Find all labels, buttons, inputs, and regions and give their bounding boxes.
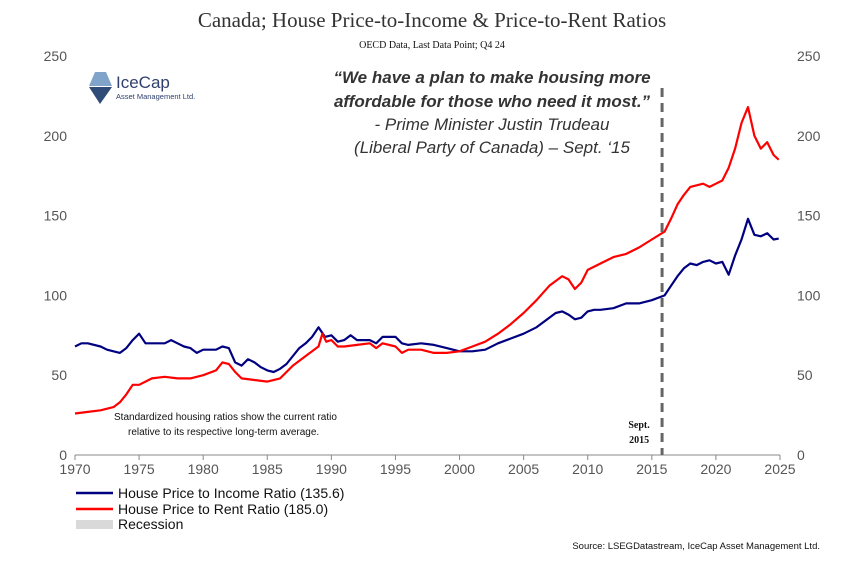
series-line-price-to-rent [74, 106, 780, 415]
y-tick-label-left: 50 [51, 367, 67, 383]
y-tick-label-left: 250 [44, 48, 68, 64]
brand-subtitle: Asset Management Ltd. [116, 92, 195, 101]
y-tick-label-left: 200 [44, 128, 68, 144]
y-tick-label-right: 150 [797, 208, 821, 224]
brand-name: IceCap [116, 73, 170, 92]
icecap-logo: IceCap Asset Management Ltd. [89, 72, 195, 104]
x-tick-label: 2005 [508, 461, 539, 477]
quote-block: “We have a plan to make housing more aff… [333, 68, 650, 157]
y-tick-label-left: 150 [44, 208, 68, 224]
y-tick-label-right: 250 [797, 48, 821, 64]
quote-line-3: - Prime Minister Justin Trudeau [375, 115, 610, 134]
marker-label-month: Sept. [628, 420, 650, 431]
x-tick-label: 1990 [316, 461, 347, 477]
series-layer [74, 106, 780, 415]
x-tick-label: 1980 [188, 461, 219, 477]
marker-layer: Sept. 2015 [628, 88, 664, 455]
legend-swatch-recession [76, 520, 113, 529]
legend-label-recession: Recession [118, 516, 183, 532]
x-tick-label: 1975 [124, 461, 155, 477]
y-tick-label-left: 100 [44, 287, 68, 303]
legend: House Price to Income Ratio (135.6) Hous… [76, 485, 344, 532]
y-tick-label-right: 0 [797, 447, 805, 463]
iceberg-top-icon [89, 72, 112, 86]
chart-subtitle: OECD Data, Last Data Point; Q4 24 [359, 40, 505, 51]
note-line-2: relative to its respective long-term ave… [128, 427, 319, 438]
y-tick-label-right: 200 [797, 128, 821, 144]
x-tick-label: 2010 [572, 461, 603, 477]
source-note: Source: LSEGDatastream, IceCap Asset Man… [572, 541, 820, 552]
x-tick-label: 2000 [444, 461, 475, 477]
chart-title: Canada; House Price-to-Income & Price-to… [198, 8, 666, 32]
x-tick-label: 2020 [700, 461, 731, 477]
x-tick-label: 2015 [636, 461, 667, 477]
marker-label-year: 2015 [629, 435, 649, 446]
quote-line-2: affordable for those who need it most.” [334, 92, 651, 111]
x-tick-label: 2025 [764, 461, 795, 477]
x-tick-label: 1985 [252, 461, 283, 477]
legend-label-rent: House Price to Rent Ratio (185.0) [118, 501, 328, 517]
y-tick-label-right: 50 [797, 367, 813, 383]
chart-axes: 1970 1975 1980 1985 1990 1995 2000 2005 2010 2015… [44, 48, 821, 477]
quote-line-4: (Liberal Party of Canada) – Sept. ‘15 [354, 138, 630, 157]
quote-line-1: “We have a plan to make housing more [333, 68, 650, 87]
legend-label-income: House Price to Income Ratio (135.6) [118, 485, 344, 501]
y-tick-label-left: 0 [59, 447, 67, 463]
note-line-1: Standardized housing ratios show the cur… [114, 412, 337, 423]
x-tick-label: 1970 [59, 461, 90, 477]
iceberg-bottom-icon [89, 87, 112, 104]
series-line-price-to-income [74, 217, 779, 374]
y-tick-label-right: 100 [797, 287, 821, 303]
x-tick-label: 1995 [380, 461, 411, 477]
